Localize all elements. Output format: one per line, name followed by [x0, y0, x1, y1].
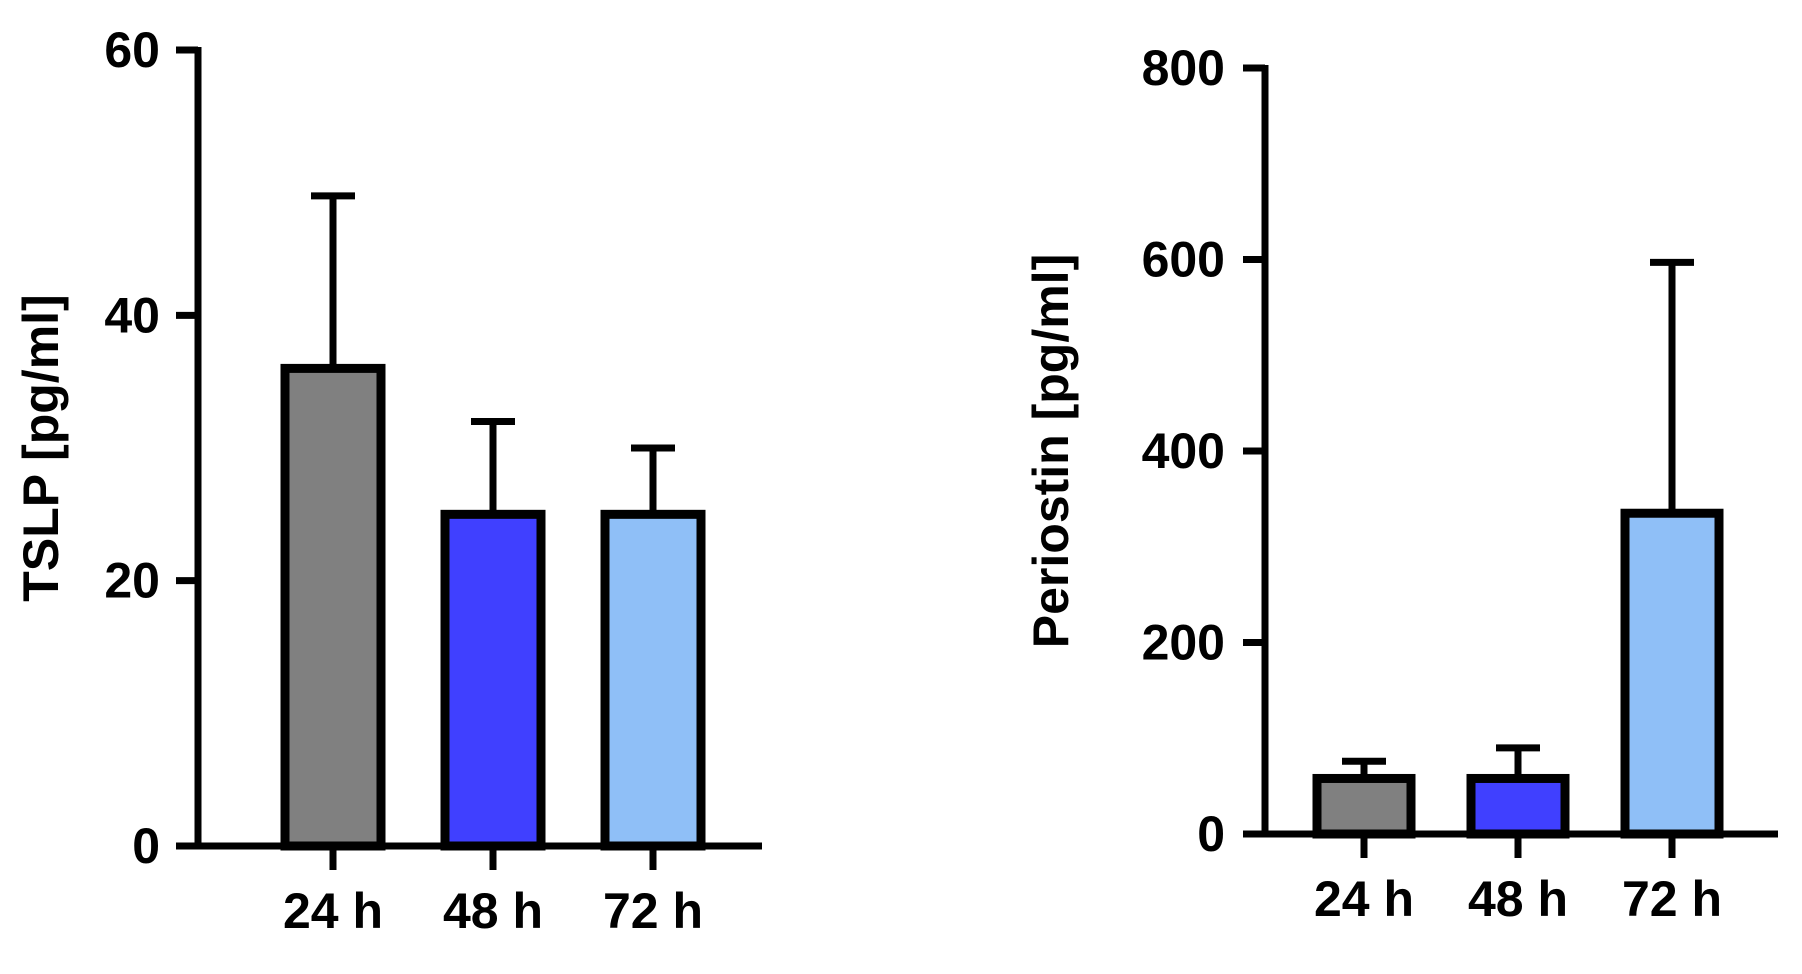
y-tick-label-1: 200	[1142, 615, 1225, 671]
bar-2	[600, 509, 706, 851]
y-axis-label: Periostin [pg/ml]	[1023, 254, 1079, 648]
y-tick-label-4: 800	[1142, 40, 1225, 96]
bar-2	[1620, 508, 1724, 839]
y-tick-label-3: 60	[104, 22, 160, 78]
y-axis-label: TSLP [pg/ml]	[13, 294, 69, 601]
bar-0	[280, 363, 386, 851]
y-tick-label-1: 20	[104, 553, 160, 609]
y-tick-label-2: 40	[104, 287, 160, 343]
x-tick-label-2: 72 h	[603, 883, 703, 939]
x-tick-label-1: 48 h	[443, 883, 543, 939]
x-tick-label-1: 48 h	[1468, 871, 1568, 927]
x-tick-label-0: 24 h	[283, 883, 383, 939]
x-tick-label-2: 72 h	[1622, 871, 1722, 927]
periostin-chart: 0 200 400 600 800 24 h 48 h 72 h Periostin [pg/m…	[1023, 40, 1778, 927]
y-tick-label-2: 400	[1142, 423, 1225, 479]
bar-0	[1312, 773, 1416, 839]
bar-1	[440, 509, 546, 851]
y-tick-label-3: 600	[1142, 232, 1225, 288]
y-tick-label-0: 0	[132, 818, 160, 874]
y-tick-label-0: 0	[1197, 806, 1225, 862]
tslp-chart: 0 20 40 60 24 h 48 h 72 h TSLP [pg/ml]	[13, 22, 762, 939]
bar-1	[1466, 773, 1570, 839]
x-tick-label-0: 24 h	[1314, 871, 1414, 927]
